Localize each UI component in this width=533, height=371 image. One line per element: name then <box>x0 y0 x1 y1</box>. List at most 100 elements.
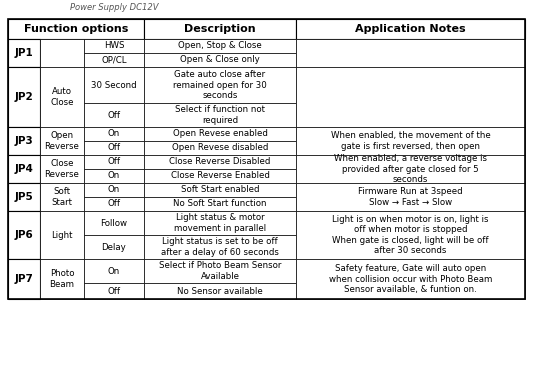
Bar <box>84 39 144 53</box>
Bar <box>84 197 144 211</box>
Bar <box>84 183 144 197</box>
Bar <box>84 103 144 127</box>
Text: Off: Off <box>108 111 120 119</box>
Bar <box>8 183 40 211</box>
Bar <box>40 183 84 211</box>
Text: JP7: JP7 <box>14 274 34 284</box>
Bar <box>8 39 40 67</box>
Text: JP1: JP1 <box>14 48 34 58</box>
Bar <box>144 283 296 299</box>
Text: Open & Close only: Open & Close only <box>180 56 260 65</box>
Text: JP5: JP5 <box>14 192 34 202</box>
Text: JP3: JP3 <box>14 136 34 146</box>
Text: Off: Off <box>108 144 120 152</box>
Text: Off: Off <box>108 200 120 209</box>
Text: Light status & motor
movement in parallel: Light status & motor movement in paralle… <box>174 213 266 233</box>
Bar <box>296 127 525 155</box>
Bar <box>144 259 296 283</box>
Text: Close
Reverse: Close Reverse <box>45 160 79 178</box>
Bar <box>84 53 144 67</box>
Bar <box>40 127 84 155</box>
Text: Power Supply DC12V: Power Supply DC12V <box>70 3 158 12</box>
Text: Soft Start enabled: Soft Start enabled <box>181 186 259 194</box>
Bar <box>144 39 296 53</box>
Text: OP/CL: OP/CL <box>101 56 127 65</box>
Bar <box>40 67 84 127</box>
Bar <box>144 155 296 169</box>
Bar <box>296 183 525 211</box>
Text: HWS: HWS <box>104 42 124 50</box>
Bar <box>84 211 144 235</box>
Text: Open
Reverse: Open Reverse <box>45 131 79 151</box>
Bar <box>296 211 525 259</box>
Bar <box>84 169 144 183</box>
Text: Description: Description <box>184 24 256 34</box>
Bar <box>8 259 40 299</box>
Bar <box>144 103 296 127</box>
Text: Delay: Delay <box>102 243 126 252</box>
Bar <box>84 67 144 103</box>
Bar <box>40 155 84 183</box>
Text: JP6: JP6 <box>14 230 34 240</box>
Bar <box>84 235 144 259</box>
Text: Light status is set to be off
after a delay of 60 seconds: Light status is set to be off after a de… <box>161 237 279 256</box>
Text: Follow: Follow <box>101 219 127 227</box>
Bar <box>84 127 144 141</box>
Text: On: On <box>108 266 120 276</box>
Bar <box>144 183 296 197</box>
Text: Open Revese enabled: Open Revese enabled <box>173 129 268 138</box>
Bar <box>144 67 296 103</box>
Bar <box>8 155 40 183</box>
Bar <box>144 127 296 141</box>
Text: No Soft Start function: No Soft Start function <box>173 200 266 209</box>
Text: 30 Second: 30 Second <box>91 81 137 89</box>
Text: Soft
Start: Soft Start <box>52 187 72 207</box>
Bar <box>8 127 40 155</box>
Bar <box>296 259 525 299</box>
Text: On: On <box>108 129 120 138</box>
Bar <box>40 259 84 299</box>
Text: Open, Stop & Close: Open, Stop & Close <box>178 42 262 50</box>
Text: Select if Photo Beam Sensor
Available: Select if Photo Beam Sensor Available <box>159 262 281 280</box>
Text: On: On <box>108 171 120 181</box>
Bar <box>144 211 296 235</box>
Text: Application Notes: Application Notes <box>355 24 466 34</box>
Text: JP2: JP2 <box>14 92 34 102</box>
Bar <box>40 211 84 259</box>
Text: Close Reverse Enabled: Close Reverse Enabled <box>171 171 270 181</box>
Text: Photo
Beam: Photo Beam <box>50 269 75 289</box>
Text: Firmware Run at 3speed
Slow → Fast → Slow: Firmware Run at 3speed Slow → Fast → Slo… <box>358 187 463 207</box>
Bar <box>144 53 296 67</box>
Text: Off: Off <box>108 158 120 167</box>
Bar <box>84 155 144 169</box>
Text: Open Revese disabled: Open Revese disabled <box>172 144 268 152</box>
Text: Light is on when motor is on, light is
off when motor is stopped
When gate is cl: Light is on when motor is on, light is o… <box>332 216 489 255</box>
Bar <box>8 67 40 127</box>
Text: Safety feature, Gate will auto open
when collision occur with Photo Beam
Sensor : Safety feature, Gate will auto open when… <box>329 265 492 293</box>
Text: Select if function not
required: Select if function not required <box>175 105 265 125</box>
Text: Gate auto close after
remained open for 30
seconds: Gate auto close after remained open for … <box>173 70 267 99</box>
Bar <box>84 259 144 283</box>
Bar <box>8 19 525 299</box>
Bar <box>8 211 40 259</box>
Text: Close Reverse Disabled: Close Reverse Disabled <box>169 158 271 167</box>
Bar <box>296 155 525 183</box>
Bar <box>144 197 296 211</box>
Bar <box>144 169 296 183</box>
Text: Off: Off <box>108 286 120 295</box>
Text: Function options: Function options <box>24 24 128 34</box>
Text: On: On <box>108 186 120 194</box>
Text: When enabled, a reverse voltage is
provided after gate closed for 5
seconds: When enabled, a reverse voltage is provi… <box>334 154 487 184</box>
Bar <box>84 283 144 299</box>
Text: Auto
Close: Auto Close <box>50 88 74 106</box>
Bar <box>296 39 525 67</box>
Text: Light: Light <box>51 230 72 240</box>
Bar <box>144 235 296 259</box>
Text: JP4: JP4 <box>14 164 34 174</box>
Text: No Sensor available: No Sensor available <box>177 286 263 295</box>
Bar <box>40 39 84 67</box>
Bar <box>8 19 144 39</box>
Bar <box>296 67 525 127</box>
Bar <box>296 19 525 39</box>
Text: When enabled, the movement of the
gate is first reversed, then open: When enabled, the movement of the gate i… <box>330 131 490 151</box>
